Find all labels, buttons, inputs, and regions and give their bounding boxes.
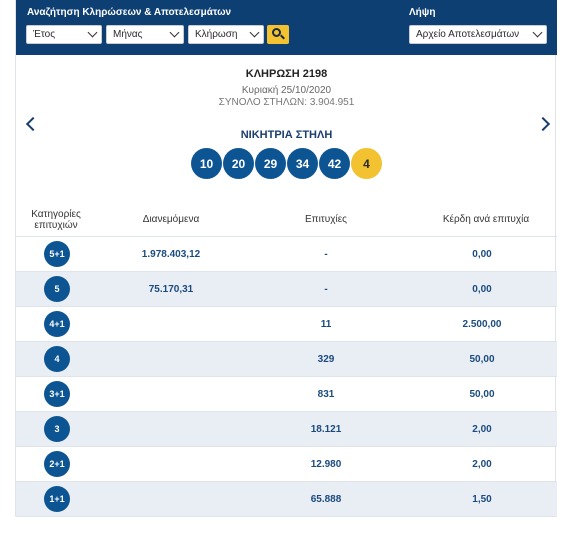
prize-cell: 50,00	[469, 389, 495, 400]
header-prize: Κέρδη ανά επιτυχία	[442, 214, 530, 225]
distributed-cell: 75.170,31	[148, 284, 194, 295]
header-category: Κατηγορίες επιτυχιών	[31, 209, 81, 231]
table-row: 5 75.170,31 - 0,00	[16, 272, 557, 307]
year-select-value: Έτος	[33, 29, 56, 40]
chevron-down-icon	[532, 27, 543, 38]
successes-cell: 831	[317, 389, 335, 400]
category-badge: 4+1	[44, 311, 70, 337]
table-header: Κατηγορίες επιτυχιών Διανεμόμενα Επιτυχί…	[16, 206, 557, 237]
month-select-value: Μήνας	[113, 29, 143, 40]
header-successes: Επιτυχίες	[305, 214, 347, 225]
draw-title: ΚΛΗΡΩΣΗ 2198	[245, 68, 328, 80]
table-row: 5+1 1.978.403,12 - 0,00	[16, 237, 557, 272]
search-icon-handle	[280, 34, 285, 40]
category-badge: 1+1	[44, 486, 70, 512]
distributed-cell: 1.978.403,12	[141, 249, 201, 260]
winning-numbers: 10 20 29 34 42 4	[191, 148, 382, 179]
successes-cell: 12.980	[310, 459, 342, 470]
prize-cell: 50,00	[469, 354, 495, 365]
prize-cell: 0,00	[472, 284, 492, 295]
year-select[interactable]: Έτος	[26, 25, 102, 44]
number-ball: 10	[191, 148, 222, 179]
category-badge: 5+1	[44, 241, 70, 267]
successes-cell: 65.888	[310, 494, 342, 505]
category-badge: 3	[44, 416, 70, 442]
draw-select[interactable]: Κλήρωση	[188, 25, 264, 44]
table-row: 3+1 831 50,00	[16, 377, 557, 412]
number-ball: 42	[319, 148, 350, 179]
chevron-down-icon	[249, 27, 260, 38]
successes-cell: 11	[320, 319, 332, 330]
category-badge: 3+1	[44, 381, 70, 407]
draw-select-value: Κλήρωση	[195, 29, 238, 40]
table-row: 3 18.121 2,00	[16, 412, 557, 447]
prize-cell: 2,00	[472, 459, 492, 470]
search-bar: Αναζήτηση Κληρώσεων & Αποτελεσμάτων Λήψη…	[16, 0, 557, 55]
search-button[interactable]	[267, 25, 289, 44]
chevron-down-icon	[169, 27, 180, 38]
prize-cell: 2.500,00	[462, 319, 502, 330]
prize-cell: 2,00	[472, 424, 492, 435]
header-distributed: Διανεμόμενα	[142, 214, 200, 225]
results-page: Αναζήτηση Κληρώσεων & Αποτελεσμάτων Λήψη…	[15, 0, 557, 517]
chevron-down-icon	[87, 27, 98, 38]
table-row: 4 329 50,00	[16, 342, 557, 377]
month-select[interactable]: Μήνας	[106, 25, 184, 44]
successes-cell: 18.121	[310, 424, 342, 435]
category-badge: 4	[44, 346, 70, 372]
number-ball: 29	[255, 148, 286, 179]
table-row: 2+1 12.980 2,00	[16, 447, 557, 482]
category-badge: 2+1	[44, 451, 70, 477]
number-ball: 34	[287, 148, 318, 179]
category-badge: 5	[44, 276, 70, 302]
draw-total: ΣΥΝΟΛΟ ΣΤΗΛΩΝ: 3.904.951	[218, 97, 355, 108]
successes-cell: -	[324, 249, 328, 260]
archive-select[interactable]: Αρχείο Αποτελεσμάτων	[409, 25, 547, 44]
download-label: Λήψη	[409, 7, 436, 18]
prize-cell: 0,00	[472, 249, 492, 260]
results-table: 5+1 1.978.403,12 - 0,00 5 75.170,31 - 0,…	[16, 237, 557, 517]
joker-ball: 4	[351, 148, 382, 179]
table-row: 4+1 11 2.500,00	[16, 307, 557, 342]
search-label: Αναζήτηση Κληρώσεων & Αποτελεσμάτων	[27, 7, 232, 18]
number-ball: 20	[223, 148, 254, 179]
table-row: 1+1 65.888 1,50	[16, 482, 557, 517]
successes-cell: -	[324, 284, 328, 295]
search-icon	[272, 28, 281, 37]
successes-cell: 329	[317, 354, 335, 365]
draw-date: Κυριακή 25/10/2020	[241, 85, 332, 96]
prize-cell: 1,50	[472, 494, 492, 505]
archive-select-value: Αρχείο Αποτελεσμάτων	[416, 29, 520, 40]
winning-column-title: ΝΙΚΗΤΡΙΑ ΣΤΗΛΗ	[240, 129, 333, 141]
